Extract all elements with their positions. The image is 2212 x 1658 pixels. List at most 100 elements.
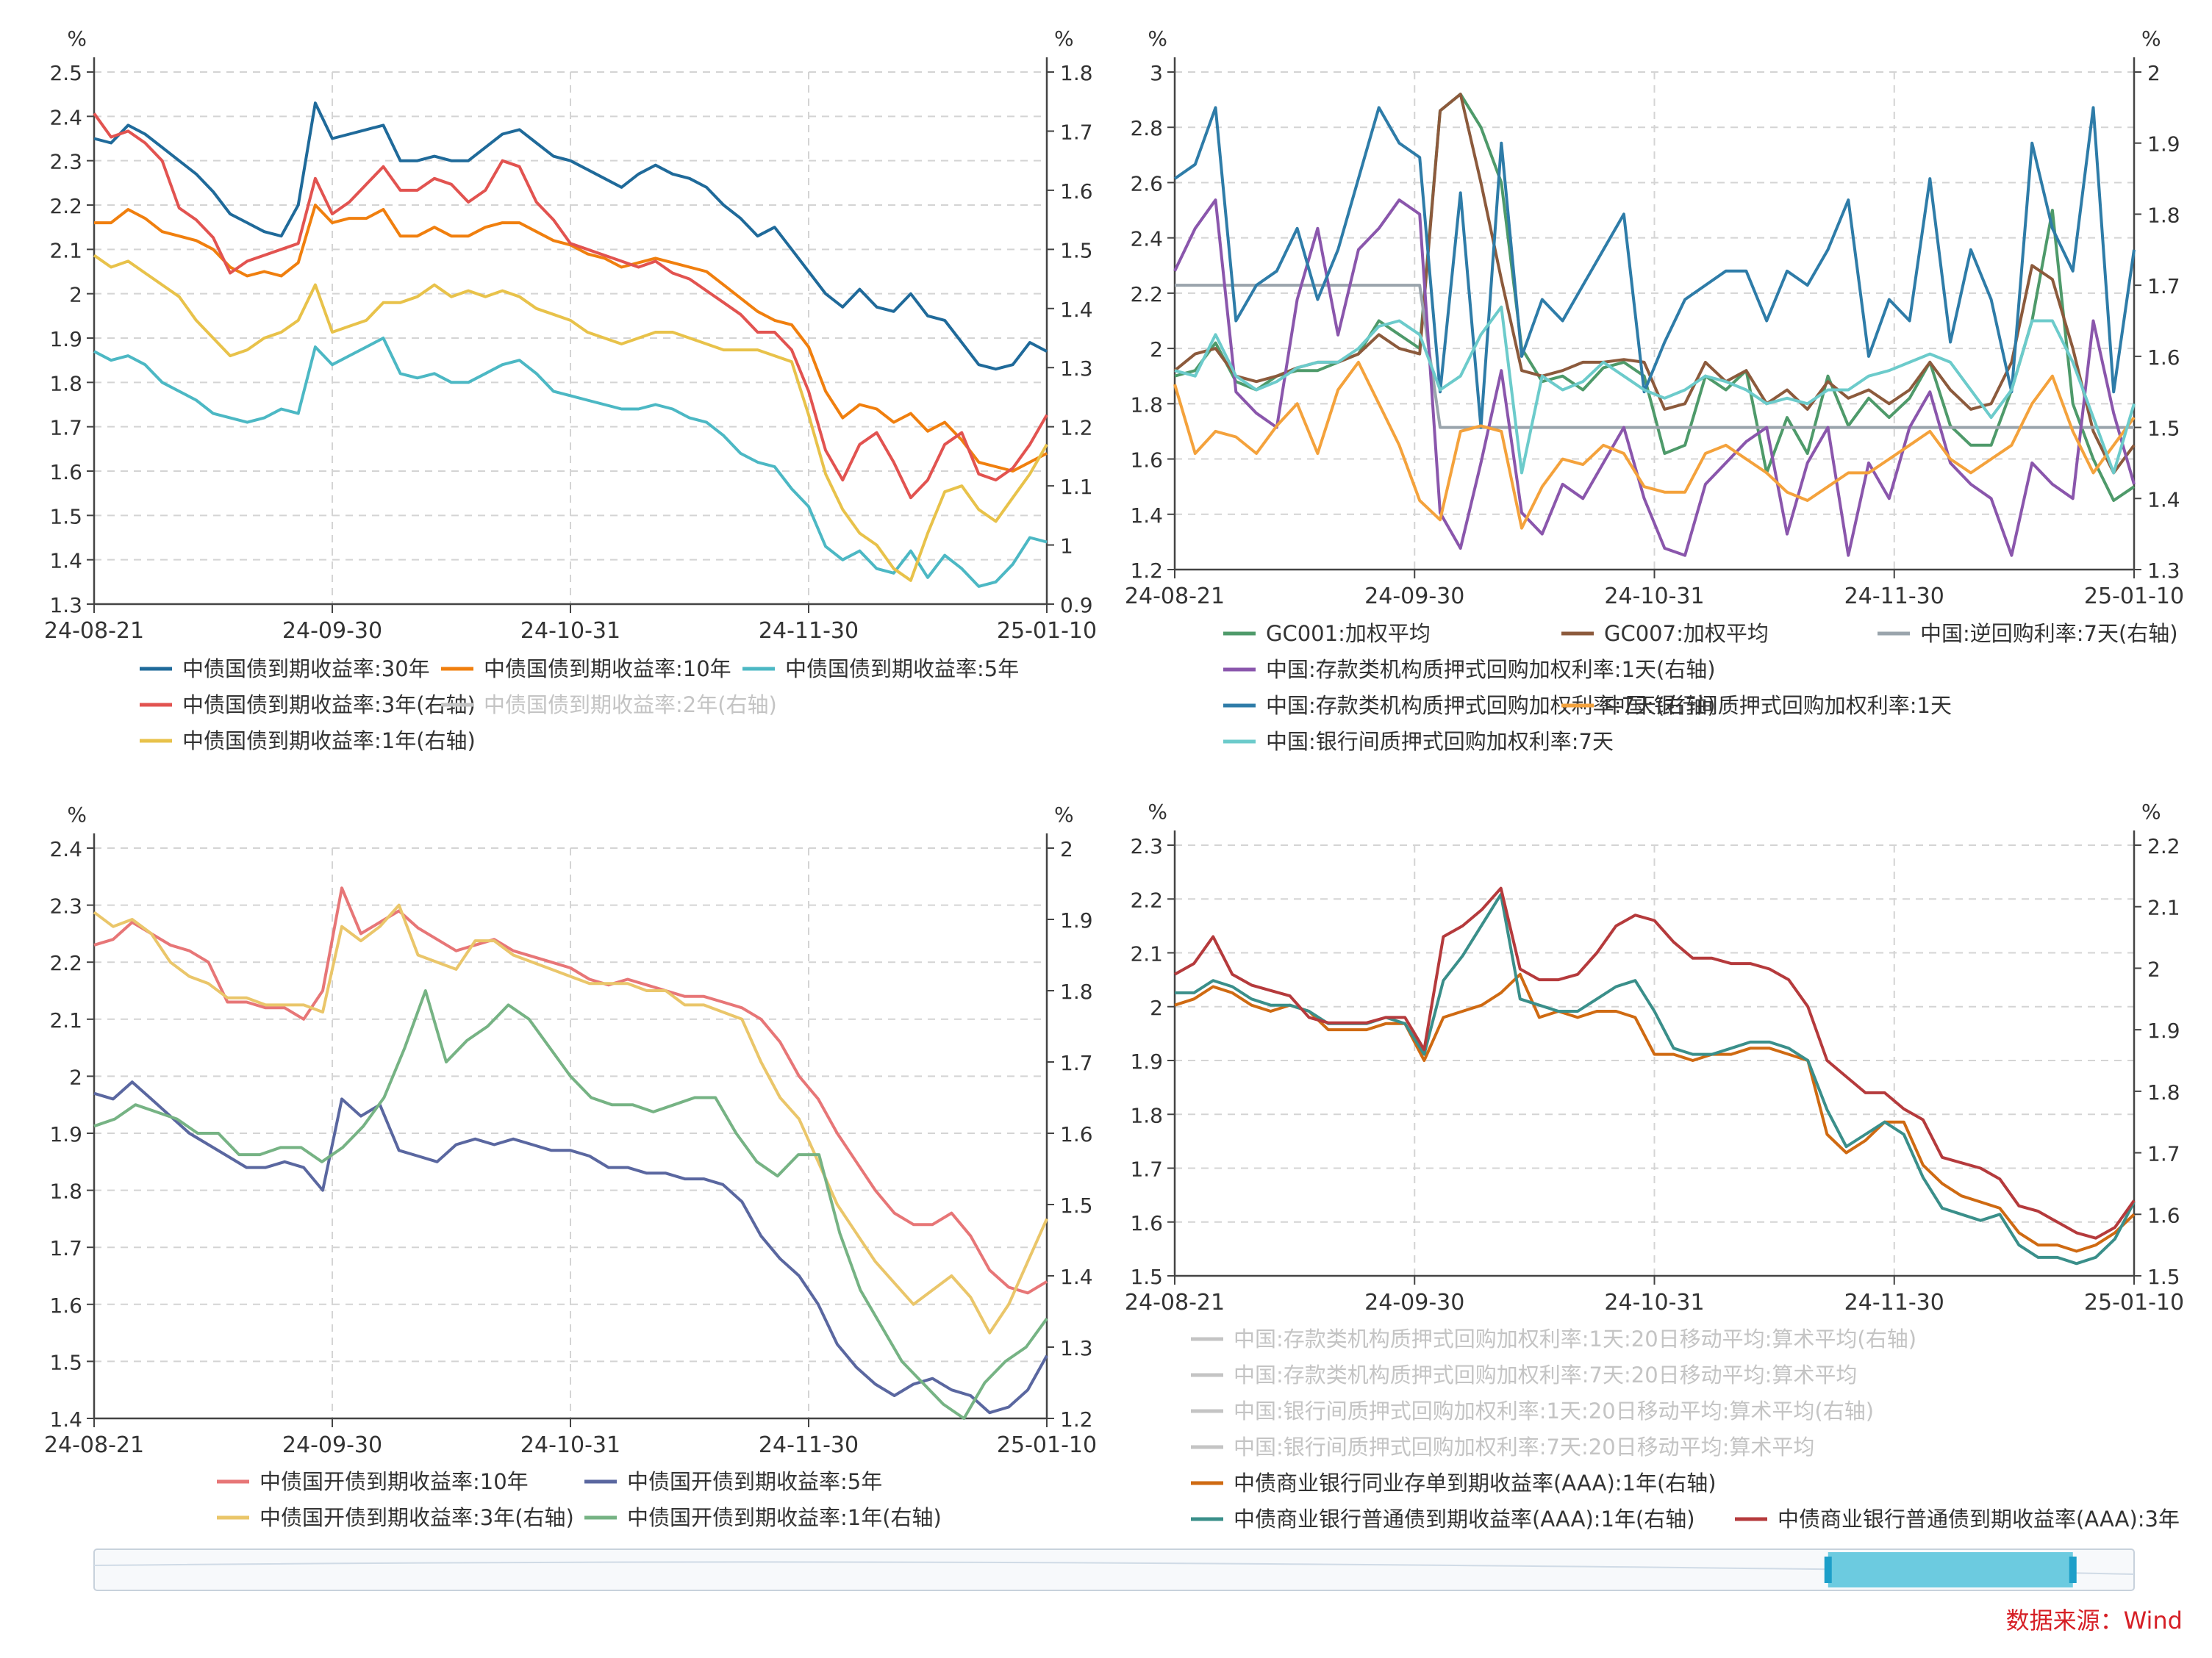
legend-item[interactable]: 中债国开债到期收益率:10年 (217, 1469, 529, 1494)
x-tick-label: 24-08-21 (1125, 1290, 1225, 1316)
left-tick-label: 1.8 (49, 1180, 82, 1204)
x-tick-label: 24-11-30 (759, 1432, 859, 1458)
legend-item[interactable]: 中债国债到期收益率:5年 (742, 656, 1019, 681)
slider-handle-right[interactable] (2069, 1557, 2077, 1583)
legend-item[interactable]: 中国:存款类机构质押式回购加权利率:1天(右轴) (1223, 657, 1716, 682)
x-tick-label: 24-09-30 (282, 1432, 382, 1458)
legend-item[interactable]: GC007:加权平均 (1561, 621, 1769, 646)
legend-label: 中债国债到期收益率:5年 (785, 656, 1019, 681)
series-line (93, 254, 1048, 582)
left-tick-label: 1.5 (49, 1350, 82, 1374)
legend-item[interactable]: 中债国开债到期收益率:1年(右轴) (584, 1505, 942, 1530)
legend-item[interactable]: 中债商业银行同业存单到期收益率(AAA):1年(右轴) (1191, 1471, 1717, 1496)
right-tick-label: 1.7 (2147, 1142, 2180, 1166)
left-tick-label: 1.4 (49, 1407, 82, 1432)
left-tick-label: 1.7 (1130, 1158, 1163, 1182)
legend-item[interactable]: 中国:银行间质押式回购加权利率:1天 (1561, 693, 1952, 718)
series-line (93, 886, 1048, 1295)
legend-label: 中债国开债到期收益率:10年 (260, 1469, 529, 1494)
left-tick-label: 2 (69, 283, 82, 307)
legend-label: 中债商业银行普通债到期收益率(AAA):1年(右轴) (1234, 1507, 1695, 1532)
left-tick-label: 2.3 (1130, 834, 1163, 858)
right-tick-label: 2 (2147, 61, 2161, 85)
data-source-note: 数据来源：Wind (2005, 1607, 2183, 1634)
x-tick-label: 24-08-21 (44, 618, 144, 644)
series-line (93, 337, 1048, 588)
slider-selection[interactable] (1828, 1552, 2073, 1587)
left-tick-label: 1.6 (49, 460, 82, 484)
legend-item[interactable]: 中国:存款类机构质押式回购加权利率:1天:20日移动平均:算术平均(右轴) (1191, 1327, 1916, 1352)
right-tick-label: 1.8 (2147, 203, 2180, 227)
legend-item[interactable]: 中债国债到期收益率:1年(右轴) (140, 728, 476, 753)
right-tick-label: 1.9 (2147, 132, 2180, 157)
x-tick-label: 25-01-10 (2084, 584, 2184, 609)
right-tick-label: 1.7 (2147, 274, 2180, 298)
series-line (93, 1080, 1048, 1415)
legend-item[interactable]: 中国:逆回购利率:7天(右轴) (1878, 621, 2178, 646)
right-tick-label: 1.8 (1060, 61, 1093, 85)
legend-label: 中债商业银行同业存单到期收益率(AAA):1年(右轴) (1234, 1471, 1717, 1496)
legend-item[interactable]: 中债国开债到期收益率:3年(右轴) (217, 1505, 574, 1530)
legend-item[interactable]: 中债国开债到期收益率:5年 (584, 1469, 882, 1494)
legend-item[interactable]: GC001:加权平均 (1223, 621, 1431, 646)
chart-3: 1.4 1.5 1.6 1.7 1.8 1.9 2 2.1 2.2 2.3 2.4 1.2 1.3 1.4… (44, 803, 1097, 1530)
left-tick-label: 2 (1150, 337, 1163, 362)
x-tick-label: 24-10-31 (520, 618, 620, 644)
right-tick-label: 1.6 (1060, 1122, 1093, 1146)
right-tick-label: 1.1 (1060, 475, 1093, 499)
legend-item[interactable]: 中国:存款类机构质押式回购加权利率:7天:20日移动平均:算术平均 (1191, 1363, 1857, 1388)
legend-item[interactable]: 中债国债到期收益率:3年(右轴) (140, 692, 476, 717)
left-tick-label: 2.4 (49, 837, 82, 861)
right-tick-label: 1.4 (1060, 298, 1093, 322)
x-tick-label: 24-11-30 (759, 618, 859, 644)
legend-label: 中债国开债到期收益率:1年(右轴) (627, 1505, 942, 1530)
series-line (1174, 972, 2136, 1253)
series-line (1173, 106, 2136, 429)
legend-label: 中债国开债到期收益率:3年(右轴) (260, 1505, 574, 1530)
series-line (1174, 886, 2136, 1240)
legend-item[interactable]: 中债商业银行普通债到期收益率(AAA):1年(右轴) (1191, 1507, 1695, 1532)
time-range-slider[interactable] (93, 1548, 2135, 1591)
legend-item[interactable]: 中债商业银行普通债到期收益率(AAA):3年 (1735, 1507, 2180, 1532)
legend-item[interactable]: 中债国债到期收益率:2年(右轴) (441, 692, 777, 717)
series-line (93, 903, 1048, 1335)
legend-label: 中国:银行间质押式回购加权利率:7天:20日移动平均:算术平均 (1234, 1435, 1814, 1460)
right-unit-label: % (2141, 26, 2161, 51)
right-tick-label: 1.4 (2147, 487, 2180, 512)
x-tick-label: 24-10-31 (1604, 1290, 1704, 1316)
legend-item[interactable]: 中债国债到期收益率:30年 (140, 656, 430, 681)
left-unit-label: % (67, 803, 87, 827)
x-tick-label: 25-01-10 (997, 618, 1097, 644)
chart-4: 1.5 1.6 1.7 1.8 1.9 2 2.1 2.2 2.3 1.5 1.6 1.7 1.8 1.9… (1125, 800, 2184, 1532)
left-tick-label: 2.6 (1130, 171, 1163, 195)
left-unit-label: % (67, 26, 87, 51)
x-tick-label: 24-09-30 (1364, 1290, 1464, 1316)
legend-label: 中国:银行间质押式回购加权利率:1天 (1604, 693, 1952, 718)
legend-item[interactable]: 中国:银行间质押式回购加权利率:7天:20日移动平均:算术平均 (1191, 1435, 1814, 1460)
legend-item[interactable]: 中国:银行间质押式回购加权利率:7天 (1223, 729, 1614, 754)
x-tick-label: 24-10-31 (1604, 584, 1704, 609)
right-tick-label: 1.3 (2147, 559, 2180, 583)
right-tick-label: 1.8 (1060, 980, 1093, 1004)
left-tick-label: 1.6 (1130, 1211, 1163, 1235)
left-tick-label: 1.8 (49, 371, 82, 395)
left-tick-label: 2.4 (49, 105, 82, 129)
left-unit-label: % (1148, 26, 1167, 51)
legend-item[interactable]: 中债国债到期收益率:10年 (441, 656, 731, 681)
legend-label: 中国:银行间质押式回购加权利率:7天 (1266, 729, 1614, 754)
left-tick-label: 2.1 (1130, 942, 1163, 966)
legend-label: 中债国债到期收益率:10年 (484, 656, 731, 681)
left-tick-label: 2 (69, 1065, 82, 1089)
left-tick-label: 2.1 (49, 1008, 82, 1033)
x-tick-label: 24-08-21 (44, 1432, 144, 1458)
slider-track (93, 1548, 2135, 1591)
legend-item[interactable]: 中国:银行间质押式回购加权利率:1天:20日移动平均:算术平均(右轴) (1191, 1399, 1874, 1424)
legend-item[interactable]: 中国:存款类机构质押式回购加权利率:7天(右轴) (1223, 693, 1716, 718)
right-tick-label: 1.5 (1060, 1194, 1093, 1218)
left-tick-label: 1.9 (1130, 1049, 1163, 1074)
right-tick-label: 1.3 (1060, 1336, 1093, 1360)
slider-handle-left[interactable] (1824, 1557, 1832, 1583)
x-tick-label: 25-01-10 (997, 1432, 1097, 1458)
series-line (93, 112, 1048, 500)
left-tick-label: 2.5 (49, 61, 82, 85)
